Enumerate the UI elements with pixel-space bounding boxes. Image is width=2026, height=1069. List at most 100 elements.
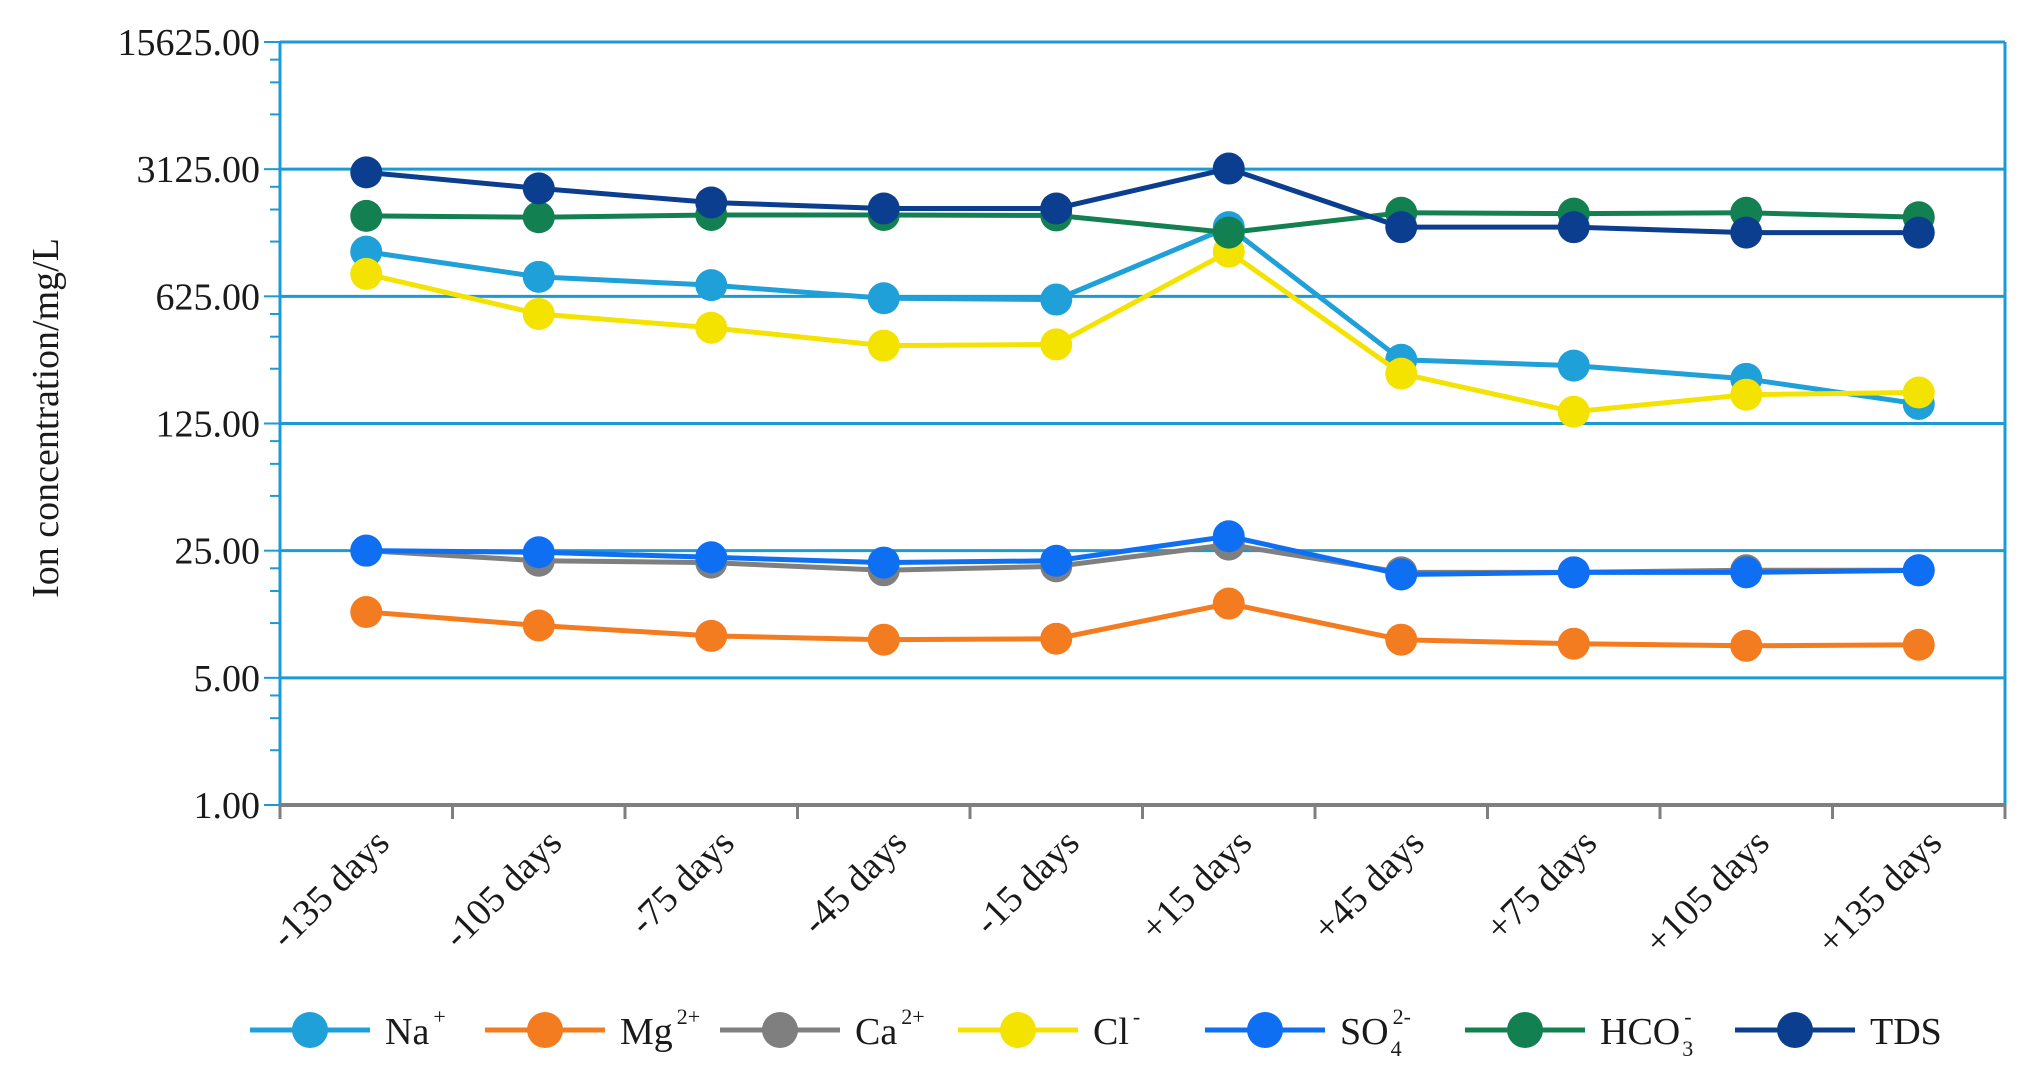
x-tick-label: +105 days [1636, 822, 1777, 963]
data-point [522, 609, 555, 642]
legend-superscript: - [1133, 1004, 1140, 1029]
data-point [867, 192, 900, 225]
legend-label: Ca [855, 1011, 897, 1053]
data-point [695, 541, 728, 574]
x-tick-label: -15 days [966, 822, 1087, 943]
data-point [867, 546, 900, 579]
data-point [1557, 211, 1590, 244]
series-line [365, 248, 1919, 415]
y-tick-label: 25.00 [175, 531, 261, 573]
data-point [1902, 628, 1935, 661]
y-tick-label: 1.00 [194, 785, 261, 827]
legend-item-na: Na + [250, 1004, 446, 1053]
y-tick-labels: 1.00 5.00 25.00 125.00 625.00 3125.00 15625.00 [118, 22, 261, 827]
legend-item-mg: Mg 2+ [485, 1004, 700, 1053]
series-line [366, 165, 1919, 236]
axes [264, 40, 2007, 819]
data-point [1385, 558, 1418, 591]
legend-superscript: 2+ [677, 1004, 700, 1029]
legend-item-so: SO 4 2- [1205, 1004, 1411, 1061]
legend-marker [1777, 1012, 1813, 1048]
data-point [1730, 556, 1763, 589]
legend-subscript: 3 [1682, 1036, 1693, 1061]
data-point [1557, 627, 1590, 660]
x-tick-label: -105 days [435, 822, 570, 957]
data-point [1385, 211, 1418, 244]
legend-label: Cl [1093, 1011, 1129, 1053]
x-tick-label: +15 days [1132, 822, 1260, 950]
legend-marker [292, 1012, 328, 1048]
series-so [350, 520, 1935, 591]
x-tick-label: +75 days [1477, 822, 1605, 950]
data-point [1040, 192, 1073, 225]
x-tick-label: -135 days [263, 822, 398, 957]
data-point [1040, 328, 1073, 361]
data-point [1902, 376, 1935, 409]
legend-superscript: 2- [1393, 1004, 1411, 1029]
data-point [1040, 544, 1073, 577]
data-point [1730, 629, 1763, 662]
series-line [366, 533, 1919, 577]
data-point [522, 172, 555, 205]
data-point [350, 199, 383, 232]
series-tds [350, 152, 1935, 249]
data-point [522, 536, 555, 569]
data-point [350, 257, 383, 290]
data-point [1557, 395, 1590, 428]
data-point [867, 623, 900, 656]
data-point [1040, 283, 1073, 316]
data-point [1902, 554, 1935, 587]
y-tick-label: 15625.00 [118, 22, 261, 64]
legend-marker [1247, 1012, 1283, 1048]
legend-subscript: 4 [1391, 1036, 1402, 1061]
data-point [1385, 357, 1418, 390]
data-point [1730, 216, 1763, 249]
legend-label: SO [1340, 1011, 1389, 1053]
data-point [1212, 152, 1245, 185]
series-line [365, 224, 1920, 407]
legend-label: Na [385, 1011, 429, 1053]
data-point [522, 297, 555, 330]
legend-item-tds: TDS [1735, 1011, 1942, 1053]
series-line [366, 601, 1919, 649]
series-mg [350, 587, 1935, 662]
data-point [867, 329, 900, 362]
data-point [1385, 623, 1418, 656]
y-tick-label: 5.00 [194, 658, 261, 700]
y-tick-label: 625.00 [156, 276, 261, 318]
data-point [350, 596, 383, 629]
legend: Na + Mg 2+ Ca 2+ Cl - SO 42- HCO 3- TDS [250, 1004, 1942, 1061]
x-tick-label: -45 days [794, 822, 915, 943]
y-axis-title: Ion concentration/mg/L [25, 238, 67, 598]
data-point [695, 269, 728, 302]
series-ca [350, 528, 1935, 589]
data-point [1212, 587, 1245, 620]
x-tick-labels: -135 days -105 days -75 days -45 days -15 da… [263, 822, 1950, 963]
data-point [1212, 216, 1245, 249]
x-tick-label: -75 days [621, 822, 742, 943]
data-point [522, 260, 555, 293]
legend-item-cl: Cl - [958, 1004, 1140, 1053]
legend-marker [1000, 1012, 1036, 1048]
legend-marker [527, 1012, 563, 1048]
legend-marker [1507, 1012, 1543, 1048]
data-point [1730, 378, 1763, 411]
legend-label: TDS [1870, 1011, 1942, 1053]
legend-superscript: - [1684, 1004, 1691, 1029]
y-tick-label: 3125.00 [137, 149, 261, 191]
legend-item-hco: HCO 3 - [1465, 1004, 1693, 1061]
data-point [1557, 349, 1590, 382]
series-cl [350, 235, 1935, 428]
data-point [350, 534, 383, 567]
data-point [1040, 622, 1073, 655]
legend-superscript: + [433, 1004, 445, 1029]
data-point [1557, 556, 1590, 589]
data-point [1212, 520, 1245, 553]
data-point [350, 235, 383, 268]
data-point [522, 201, 555, 234]
legend-item-ca: Ca 2+ [720, 1004, 925, 1053]
y-tick-label: 125.00 [156, 404, 261, 446]
data-point [695, 186, 728, 219]
data-point [695, 619, 728, 652]
